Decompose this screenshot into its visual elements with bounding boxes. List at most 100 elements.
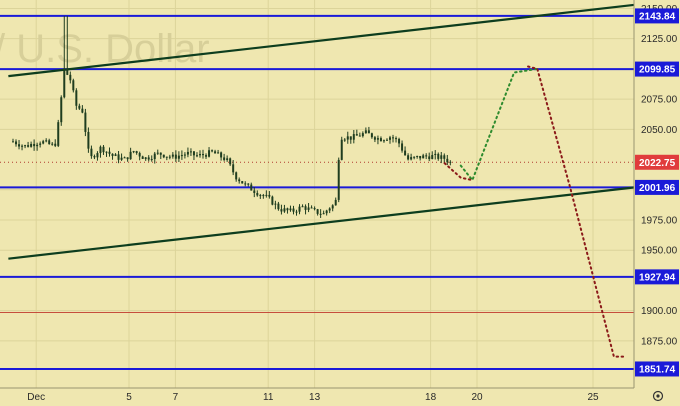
candle-body: [84, 112, 87, 132]
candle-body: [241, 181, 244, 184]
candle-body: [195, 155, 198, 157]
candle-body: [437, 153, 440, 159]
level-price-tag-background: [635, 8, 679, 24]
candle-body: [183, 154, 186, 156]
candle-body: [168, 156, 171, 158]
level-price-tag: 1851.74: [639, 364, 676, 375]
x-tick-label: Dec: [27, 392, 45, 403]
candle-body: [277, 203, 280, 210]
candle-body: [425, 155, 428, 157]
x-tick-label: 18: [425, 392, 437, 403]
candle-body: [153, 153, 156, 160]
candle-body: [30, 143, 33, 147]
candle-body: [373, 137, 376, 140]
candle-body: [385, 139, 388, 141]
candle-body: [256, 192, 259, 196]
candle-body: [48, 140, 51, 145]
candle-body: [349, 136, 352, 140]
current-price-tag-background: [635, 154, 679, 170]
candle-body: [376, 138, 379, 140]
candle-body: [214, 151, 217, 154]
level-price-tag: 2001.96: [639, 183, 676, 194]
candle-body: [340, 139, 343, 160]
candle-body: [208, 150, 211, 157]
candle-body: [443, 155, 446, 159]
candle-body: [63, 68, 66, 98]
candle-body: [355, 134, 358, 136]
candle-body: [304, 206, 307, 210]
candle-body: [126, 157, 129, 160]
candle-body: [141, 156, 144, 159]
time-axis-panel[interactable]: [0, 388, 634, 406]
candle-body: [235, 172, 238, 180]
candle-body: [90, 148, 93, 157]
y-tick-label: 2075.00: [641, 95, 678, 106]
y-tick-label: 1950.00: [641, 246, 678, 257]
candle-body: [247, 183, 250, 185]
candle-body: [395, 138, 398, 140]
candle-body: [265, 194, 268, 196]
candle-body: [12, 141, 14, 143]
candle-body: [186, 151, 189, 155]
y-tick-label: 2050.00: [641, 125, 678, 136]
level-price-tag: 2099.85: [639, 65, 676, 76]
candle-body: [33, 143, 36, 147]
candle-body: [280, 209, 283, 212]
candle-body: [410, 157, 413, 160]
candle-body: [419, 155, 422, 159]
candle-body: [69, 74, 72, 81]
candle-body: [271, 196, 274, 205]
x-tick-label: 20: [471, 392, 483, 403]
lower-channel-line: [8, 186, 635, 260]
candle-body: [108, 151, 111, 154]
candle-body: [54, 143, 57, 146]
candle-body: [21, 145, 24, 147]
candle-body: [307, 207, 310, 210]
x-tick-label: 5: [126, 392, 132, 403]
candle-body: [120, 157, 123, 160]
price-series: [12, 15, 452, 218]
candle-body: [132, 151, 135, 153]
candle-body: [253, 190, 256, 193]
candle-body: [292, 208, 295, 212]
candle-body: [114, 154, 117, 156]
candle-body: [180, 155, 183, 157]
x-axis-labels: Dec 5 7 11 13 18 20 25: [27, 392, 599, 403]
settings-gear-icon[interactable]: [652, 390, 664, 402]
candle-body: [370, 133, 373, 138]
candle-body: [81, 108, 84, 113]
candle-body: [446, 158, 449, 163]
level-price-tag: 1927.94: [639, 272, 676, 283]
candle-body: [177, 155, 180, 159]
candle-body: [232, 164, 235, 173]
candle-body: [431, 154, 434, 159]
level-price-tag: 2143.84: [639, 11, 676, 22]
candle-body: [24, 145, 27, 147]
candle-body: [72, 80, 75, 91]
level-price-tag-background: [635, 61, 679, 77]
candle-body: [322, 213, 325, 215]
candle-body: [262, 195, 265, 197]
candle-body: [51, 143, 54, 145]
candle-body: [78, 105, 81, 109]
candle-body: [434, 153, 437, 155]
candle-body: [105, 151, 108, 153]
candle-body: [42, 141, 45, 144]
level-price-tag-background: [635, 269, 679, 285]
candle-body: [198, 154, 201, 156]
candle-body: [416, 155, 419, 157]
candle-body: [87, 131, 90, 149]
candle-body: [274, 203, 277, 205]
candle-body: [367, 130, 370, 134]
y-tick-label: 1975.00: [641, 215, 678, 226]
candle-body: [250, 184, 253, 191]
red-forecast-down: [443, 162, 474, 182]
candle-body: [313, 208, 316, 210]
candle-body: [223, 157, 226, 160]
y-tick-label: 1875.00: [641, 336, 678, 347]
candle-body: [316, 209, 319, 214]
candle-body: [244, 183, 247, 185]
level-price-tag-background: [635, 361, 679, 377]
candle-body: [343, 139, 346, 141]
